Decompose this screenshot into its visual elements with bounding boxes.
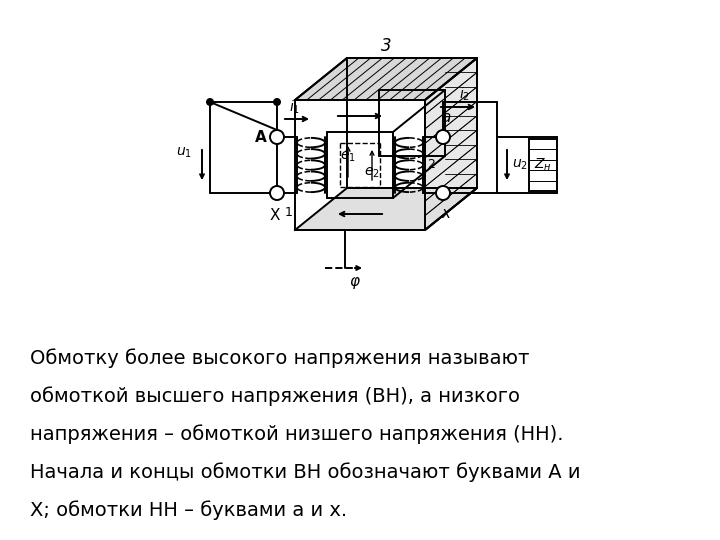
Text: $i_1$: $i_1$ bbox=[289, 98, 300, 116]
Circle shape bbox=[273, 98, 281, 106]
Polygon shape bbox=[295, 58, 477, 100]
Text: X: X bbox=[270, 207, 280, 222]
Text: $u_2$: $u_2$ bbox=[512, 158, 528, 172]
Bar bbox=[529, 139, 557, 191]
Text: a: a bbox=[441, 110, 451, 125]
Text: $e_1$: $e_1$ bbox=[340, 150, 356, 164]
Text: 3: 3 bbox=[381, 37, 391, 55]
Text: $u_1$: $u_1$ bbox=[176, 146, 192, 160]
Text: $i_2$: $i_2$ bbox=[459, 85, 471, 103]
Circle shape bbox=[270, 130, 284, 144]
Text: напряжения – обмоткой низшего напряжения (НН).: напряжения – обмоткой низшего напряжения… bbox=[30, 424, 564, 444]
Text: Х; обмотки НН – буквами а и х.: Х; обмотки НН – буквами а и х. bbox=[30, 500, 347, 519]
Text: Начала и концы обмотки ВН обозначают буквами А и: Начала и концы обмотки ВН обозначают бук… bbox=[30, 462, 580, 482]
Text: 2: 2 bbox=[427, 159, 435, 172]
Circle shape bbox=[436, 186, 450, 200]
Text: Обмотку более высокого напряжения называют: Обмотку более высокого напряжения называ… bbox=[30, 348, 529, 368]
Polygon shape bbox=[295, 188, 477, 230]
Text: 1: 1 bbox=[285, 206, 293, 219]
Circle shape bbox=[436, 130, 450, 144]
Text: $e_2$: $e_2$ bbox=[364, 166, 380, 180]
Text: $\varphi$: $\varphi$ bbox=[349, 275, 361, 291]
Text: $Z_н$: $Z_н$ bbox=[534, 157, 552, 173]
Text: A: A bbox=[255, 130, 267, 145]
Circle shape bbox=[206, 98, 214, 106]
Text: обмоткой высшего напряжения (ВН), а низкого: обмоткой высшего напряжения (ВН), а низк… bbox=[30, 386, 520, 406]
Circle shape bbox=[270, 186, 284, 200]
Text: x: x bbox=[441, 206, 451, 220]
Polygon shape bbox=[425, 58, 477, 230]
